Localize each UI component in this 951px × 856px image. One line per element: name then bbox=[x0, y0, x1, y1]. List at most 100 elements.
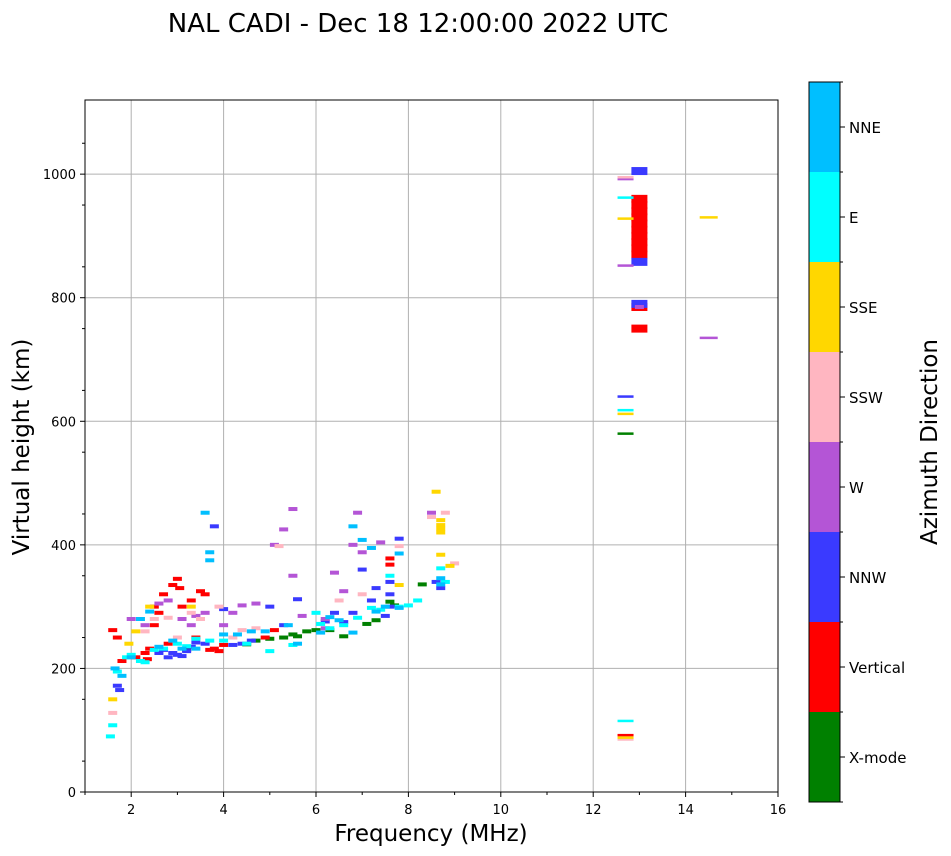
data-point-x-mode bbox=[390, 603, 400, 608]
colorbar-swatch-nnw bbox=[809, 532, 840, 622]
data-point-vertical bbox=[631, 201, 648, 210]
data-point-nnw bbox=[279, 623, 289, 628]
colorbar: X-mode Vertical NNW W SSW SSE E NNE bbox=[808, 81, 906, 803]
data-point-w bbox=[154, 601, 164, 606]
x-tick-label: 14 bbox=[677, 803, 694, 818]
data-point-vertical bbox=[617, 733, 634, 737]
data-point-nne bbox=[283, 623, 293, 628]
data-point-x-mode bbox=[293, 634, 303, 639]
data-point-e bbox=[617, 408, 634, 412]
data-point-nne bbox=[205, 550, 215, 555]
data-point-sse bbox=[394, 583, 404, 588]
data-point-vertical bbox=[631, 194, 648, 203]
data-point-nne bbox=[126, 655, 136, 660]
data-point-x-mode bbox=[311, 628, 321, 633]
x-tick-label: 2 bbox=[127, 803, 135, 818]
data-point-nne bbox=[293, 641, 303, 646]
data-point-w bbox=[140, 623, 150, 628]
colorbar-swatch-x-mode bbox=[809, 712, 840, 802]
data-point-w bbox=[339, 589, 349, 594]
data-point-nne bbox=[316, 630, 326, 635]
data-point-nne bbox=[219, 632, 229, 637]
data-point-e bbox=[316, 621, 326, 626]
x-axis-label: Frequency (MHz) bbox=[334, 821, 527, 847]
data-point-e bbox=[436, 566, 446, 571]
data-point-vertical bbox=[131, 655, 141, 660]
data-point-e bbox=[288, 642, 298, 647]
data-point-nnw bbox=[617, 395, 634, 398]
data-point-x-mode bbox=[371, 618, 381, 623]
colorbar-label-ssw: SSW bbox=[849, 389, 883, 407]
data-point-nnw bbox=[339, 620, 349, 625]
data-point-ssw bbox=[251, 626, 261, 631]
data-point-e bbox=[617, 719, 634, 723]
data-point-vertical bbox=[269, 628, 279, 633]
data-point-nne bbox=[110, 666, 120, 671]
data-point-nnw bbox=[265, 604, 275, 609]
data-point-vertical bbox=[631, 250, 648, 259]
y-tick-label: 1000 bbox=[43, 168, 76, 183]
data-point-w bbox=[297, 613, 307, 618]
data-point-ssw bbox=[394, 544, 404, 549]
data-point-w bbox=[617, 264, 634, 267]
data-points bbox=[105, 167, 718, 741]
data-point-sse bbox=[145, 604, 155, 609]
data-point-e bbox=[172, 641, 182, 646]
data-point-nne bbox=[325, 615, 335, 620]
data-point-w bbox=[329, 570, 339, 575]
data-point-sse bbox=[431, 489, 441, 494]
data-point-nnw bbox=[186, 644, 196, 649]
data-point-sse bbox=[617, 736, 634, 739]
data-point-nnw bbox=[246, 638, 256, 643]
data-point-e bbox=[140, 660, 150, 665]
data-point-nnw bbox=[366, 598, 376, 603]
y-tick-label: 800 bbox=[51, 292, 76, 307]
data-point-sse bbox=[617, 217, 634, 220]
data-point-e bbox=[108, 723, 118, 728]
data-point-w bbox=[634, 304, 644, 309]
x-axis-ticks: 2 4 6 8 10 12 14 16 bbox=[84, 792, 786, 818]
data-point-ssw bbox=[149, 617, 159, 621]
data-point-ssw bbox=[357, 592, 367, 597]
data-point-nne bbox=[168, 638, 178, 643]
data-point-x-mode bbox=[279, 635, 289, 640]
data-point-vertical bbox=[145, 646, 155, 651]
data-point-vertical bbox=[140, 650, 150, 655]
data-point-w bbox=[357, 550, 367, 555]
data-point-nne bbox=[348, 524, 358, 529]
data-point-w bbox=[186, 623, 196, 628]
data-point-sse bbox=[436, 530, 446, 535]
data-point-w bbox=[191, 613, 201, 618]
data-point-vertical bbox=[631, 213, 648, 222]
data-point-nne bbox=[145, 609, 155, 614]
data-point-vertical bbox=[108, 628, 118, 633]
data-point-sse bbox=[108, 697, 118, 702]
data-point-x-mode bbox=[385, 599, 395, 604]
colorbar-frame bbox=[808, 81, 841, 803]
data-point-nnw bbox=[385, 579, 395, 584]
data-point-x-mode bbox=[339, 634, 349, 639]
data-point-vertical bbox=[631, 231, 648, 240]
data-point-ssw bbox=[617, 175, 634, 179]
data-point-ssw bbox=[450, 561, 460, 566]
data-point-vertical bbox=[168, 583, 178, 588]
data-point-nne bbox=[357, 537, 367, 542]
data-point-vertical bbox=[200, 592, 210, 597]
data-point-sse bbox=[186, 604, 196, 609]
y-axis-label: Virtual height (km) bbox=[9, 339, 35, 556]
data-point-ssw bbox=[617, 738, 634, 741]
data-point-vertical bbox=[142, 657, 152, 662]
data-point-nne bbox=[200, 510, 210, 515]
data-point-nnw bbox=[357, 567, 367, 572]
data-point-nnw bbox=[329, 610, 339, 615]
data-point-vertical bbox=[186, 598, 196, 603]
data-point-sse bbox=[436, 552, 446, 557]
data-point-e bbox=[376, 607, 386, 612]
data-point-e bbox=[122, 655, 132, 660]
colorbar-swatch-e bbox=[809, 172, 840, 262]
data-point-x-mode bbox=[617, 432, 634, 435]
data-point-nne bbox=[380, 604, 390, 609]
plot-area-frame bbox=[84, 99, 779, 793]
y-tick-label: 200 bbox=[51, 662, 76, 677]
